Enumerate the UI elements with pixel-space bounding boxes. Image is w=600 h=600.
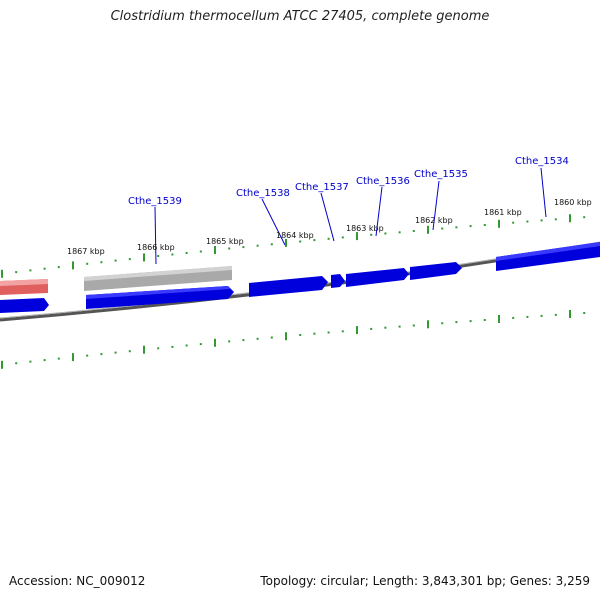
gene-feature[interactable] [410,262,462,280]
genome-stats-label: Topology: circular; Length: 3,843,301 bp… [260,574,590,588]
scale-tick-label: 1867 kbp [67,247,105,256]
gene-label[interactable]: Cthe_1535 [414,169,468,180]
scale-tick-label: 1866 kbp [137,243,175,252]
gene-feature[interactable] [346,268,409,287]
gene-label[interactable]: Cthe_1537 [295,182,349,193]
scale-ticks [1,214,586,278]
scale-tick-label: 1862 kbp [415,216,453,225]
scale-tick-label: 1863 kbp [346,224,384,233]
gene-feature[interactable] [249,276,328,297]
scale-tick-label: 1861 kbp [484,208,522,217]
gene-feature[interactable] [331,274,345,288]
gene-feature[interactable] [86,286,234,309]
accession-label: Accession: NC_009012 [9,574,146,588]
scale-tick-label: 1864 kbp [276,231,314,240]
gene-label[interactable]: Cthe_1539 [128,196,182,207]
map-title: Clostridium thermocellum ATCC 27405, com… [110,9,490,24]
scale-tick-label: 1865 kbp [206,237,244,246]
inner-ticks [1,310,586,369]
gene-label[interactable]: Cthe_1536 [356,176,410,187]
gene-label[interactable]: Cthe_1534 [515,156,569,167]
gene-label[interactable]: Cthe_1538 [236,188,290,199]
gene-feature[interactable] [0,298,49,313]
scale-tick-label: 1860 kbp [554,198,592,207]
